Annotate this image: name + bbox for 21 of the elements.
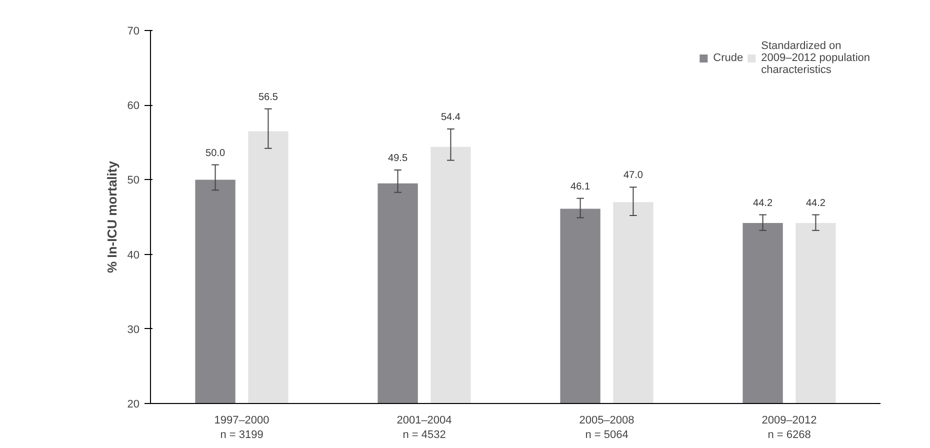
y-tick-label: 20 bbox=[127, 398, 140, 410]
data-label: 56.5 bbox=[258, 92, 278, 103]
x-tick-label: 2001–2004 n = 4532 bbox=[396, 414, 452, 441]
data-label: 44.2 bbox=[753, 198, 773, 209]
x-tick-label: 2005–2008 n = 5064 bbox=[579, 414, 634, 441]
y-tick-label: 60 bbox=[127, 100, 140, 112]
x-tick-label: 2009–2012 n = 6268 bbox=[762, 414, 817, 441]
data-label: 54.4 bbox=[440, 112, 461, 124]
data-label: 46.1 bbox=[570, 181, 590, 192]
x-tick-label: 1997–2000 n = 3199 bbox=[214, 414, 270, 441]
y-tick-label: 50 bbox=[127, 174, 140, 187]
legend-label: Crude bbox=[713, 52, 744, 64]
data-label: 47.0 bbox=[623, 170, 644, 182]
legend-label: Standardized on 2009–2012 population characteristics bbox=[761, 40, 870, 76]
data-label: 44.2 bbox=[806, 198, 826, 209]
y-tick-label: 70 bbox=[127, 26, 140, 38]
y-axis-title: % In-ICU mortality bbox=[104, 160, 120, 273]
data-label: 49.5 bbox=[388, 153, 408, 164]
y-tick-label: 40 bbox=[127, 249, 140, 262]
data-label: 50.0 bbox=[206, 148, 226, 159]
y-tick-label: 30 bbox=[127, 324, 140, 336]
